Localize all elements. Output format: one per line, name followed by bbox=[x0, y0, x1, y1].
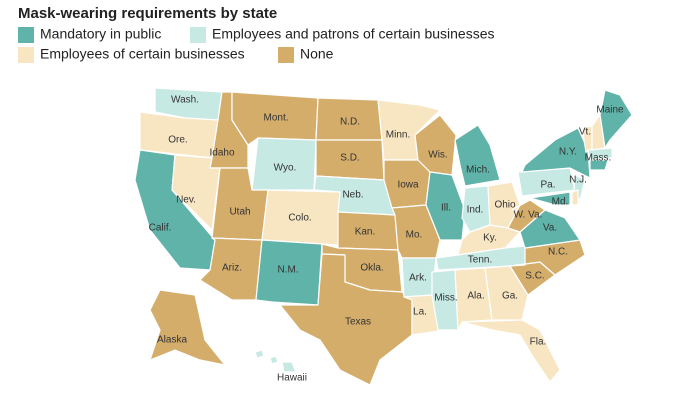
state-shape bbox=[571, 189, 579, 206]
state-label: Mich. bbox=[466, 165, 490, 176]
state-shape bbox=[149, 289, 226, 366]
state-label: Mo. bbox=[406, 230, 423, 241]
state-label: Calif. bbox=[149, 223, 172, 234]
state-label: Iowa bbox=[397, 180, 419, 191]
state-label: Tenn. bbox=[468, 255, 492, 266]
state-shape bbox=[254, 349, 265, 359]
legend-swatch bbox=[190, 27, 206, 43]
state-label: Ore. bbox=[168, 135, 187, 146]
state-shape bbox=[521, 127, 591, 179]
state-labels: Wash. Ore. Calif. Idaho Nev. Mont. Wyo. Utah Col… bbox=[149, 95, 624, 384]
state-label: Ind. bbox=[467, 205, 484, 216]
state-shape bbox=[281, 361, 297, 373]
state-shape bbox=[269, 355, 279, 365]
state-label: Kan. bbox=[355, 227, 376, 238]
state-label: Texas bbox=[345, 317, 371, 328]
state-label: N.M. bbox=[277, 265, 298, 276]
state-shape bbox=[589, 159, 609, 171]
legend: Mandatory in public Employees and patrons… bbox=[18, 26, 495, 63]
state-label: Okla. bbox=[360, 263, 383, 274]
state-shape bbox=[529, 191, 571, 206]
state-shape bbox=[255, 239, 323, 306]
state-shape bbox=[507, 199, 546, 233]
state-label: Vt. bbox=[579, 127, 591, 138]
state-label: Wis. bbox=[428, 150, 447, 161]
state-label: Neb. bbox=[342, 190, 363, 201]
state-label: Ky. bbox=[483, 233, 497, 244]
state-label: Fla. bbox=[530, 337, 547, 348]
state-label: Md. bbox=[552, 197, 569, 208]
state-label: N.C. bbox=[548, 247, 568, 258]
state-label: Ala. bbox=[467, 291, 484, 302]
legend-swatch bbox=[18, 27, 34, 43]
state-label: Wyo. bbox=[274, 163, 297, 174]
state-label: Mass. bbox=[585, 153, 612, 164]
state-label: S.C. bbox=[525, 271, 544, 282]
state-label: La. bbox=[413, 307, 427, 318]
state-label: Minn. bbox=[386, 130, 410, 141]
state-label: N.Y. bbox=[559, 147, 577, 158]
state-label: Wash. bbox=[171, 95, 199, 106]
state-label: Mont. bbox=[263, 113, 288, 124]
state-label: N.J. bbox=[569, 175, 587, 186]
state-label: Ariz. bbox=[222, 263, 242, 274]
state-label: Idaho bbox=[209, 148, 234, 159]
title: Mask-wearing requirements by state bbox=[18, 5, 277, 22]
state-label: Pa. bbox=[540, 180, 555, 191]
state-label: Ill. bbox=[441, 203, 451, 214]
state-shape bbox=[461, 319, 561, 383]
legend-swatch bbox=[278, 47, 294, 63]
states bbox=[134, 87, 633, 386]
state-label: Hawaii bbox=[277, 373, 307, 384]
state-label: Miss. bbox=[434, 293, 457, 304]
state-label: S.D. bbox=[340, 153, 359, 164]
legend-label: Employees of certain businesses bbox=[40, 46, 245, 62]
legend-label: None bbox=[300, 46, 334, 62]
state-label: W. Va. bbox=[514, 210, 543, 221]
state-shape bbox=[509, 239, 586, 276]
state-shape bbox=[454, 124, 501, 187]
state-label: Colo. bbox=[288, 213, 311, 224]
state-label: Va. bbox=[543, 223, 557, 234]
state-shape bbox=[431, 269, 459, 331]
state-label: Alaska bbox=[157, 335, 187, 346]
state-label: Ark. bbox=[409, 273, 427, 284]
state-shape bbox=[599, 89, 633, 149]
state-shape bbox=[484, 265, 529, 321]
legend-swatch bbox=[18, 47, 34, 63]
state-shape bbox=[591, 114, 606, 151]
state-label: Nev. bbox=[176, 195, 196, 206]
state-label: Ohio bbox=[494, 200, 516, 211]
state-label: Maine bbox=[596, 105, 624, 116]
state-label: Ga. bbox=[502, 291, 518, 302]
state-label: N.D. bbox=[340, 117, 360, 128]
legend-label: Employees and patrons of certain busines… bbox=[212, 26, 495, 42]
legend-label: Mandatory in public bbox=[40, 26, 161, 42]
state-label: Utah bbox=[229, 207, 250, 218]
